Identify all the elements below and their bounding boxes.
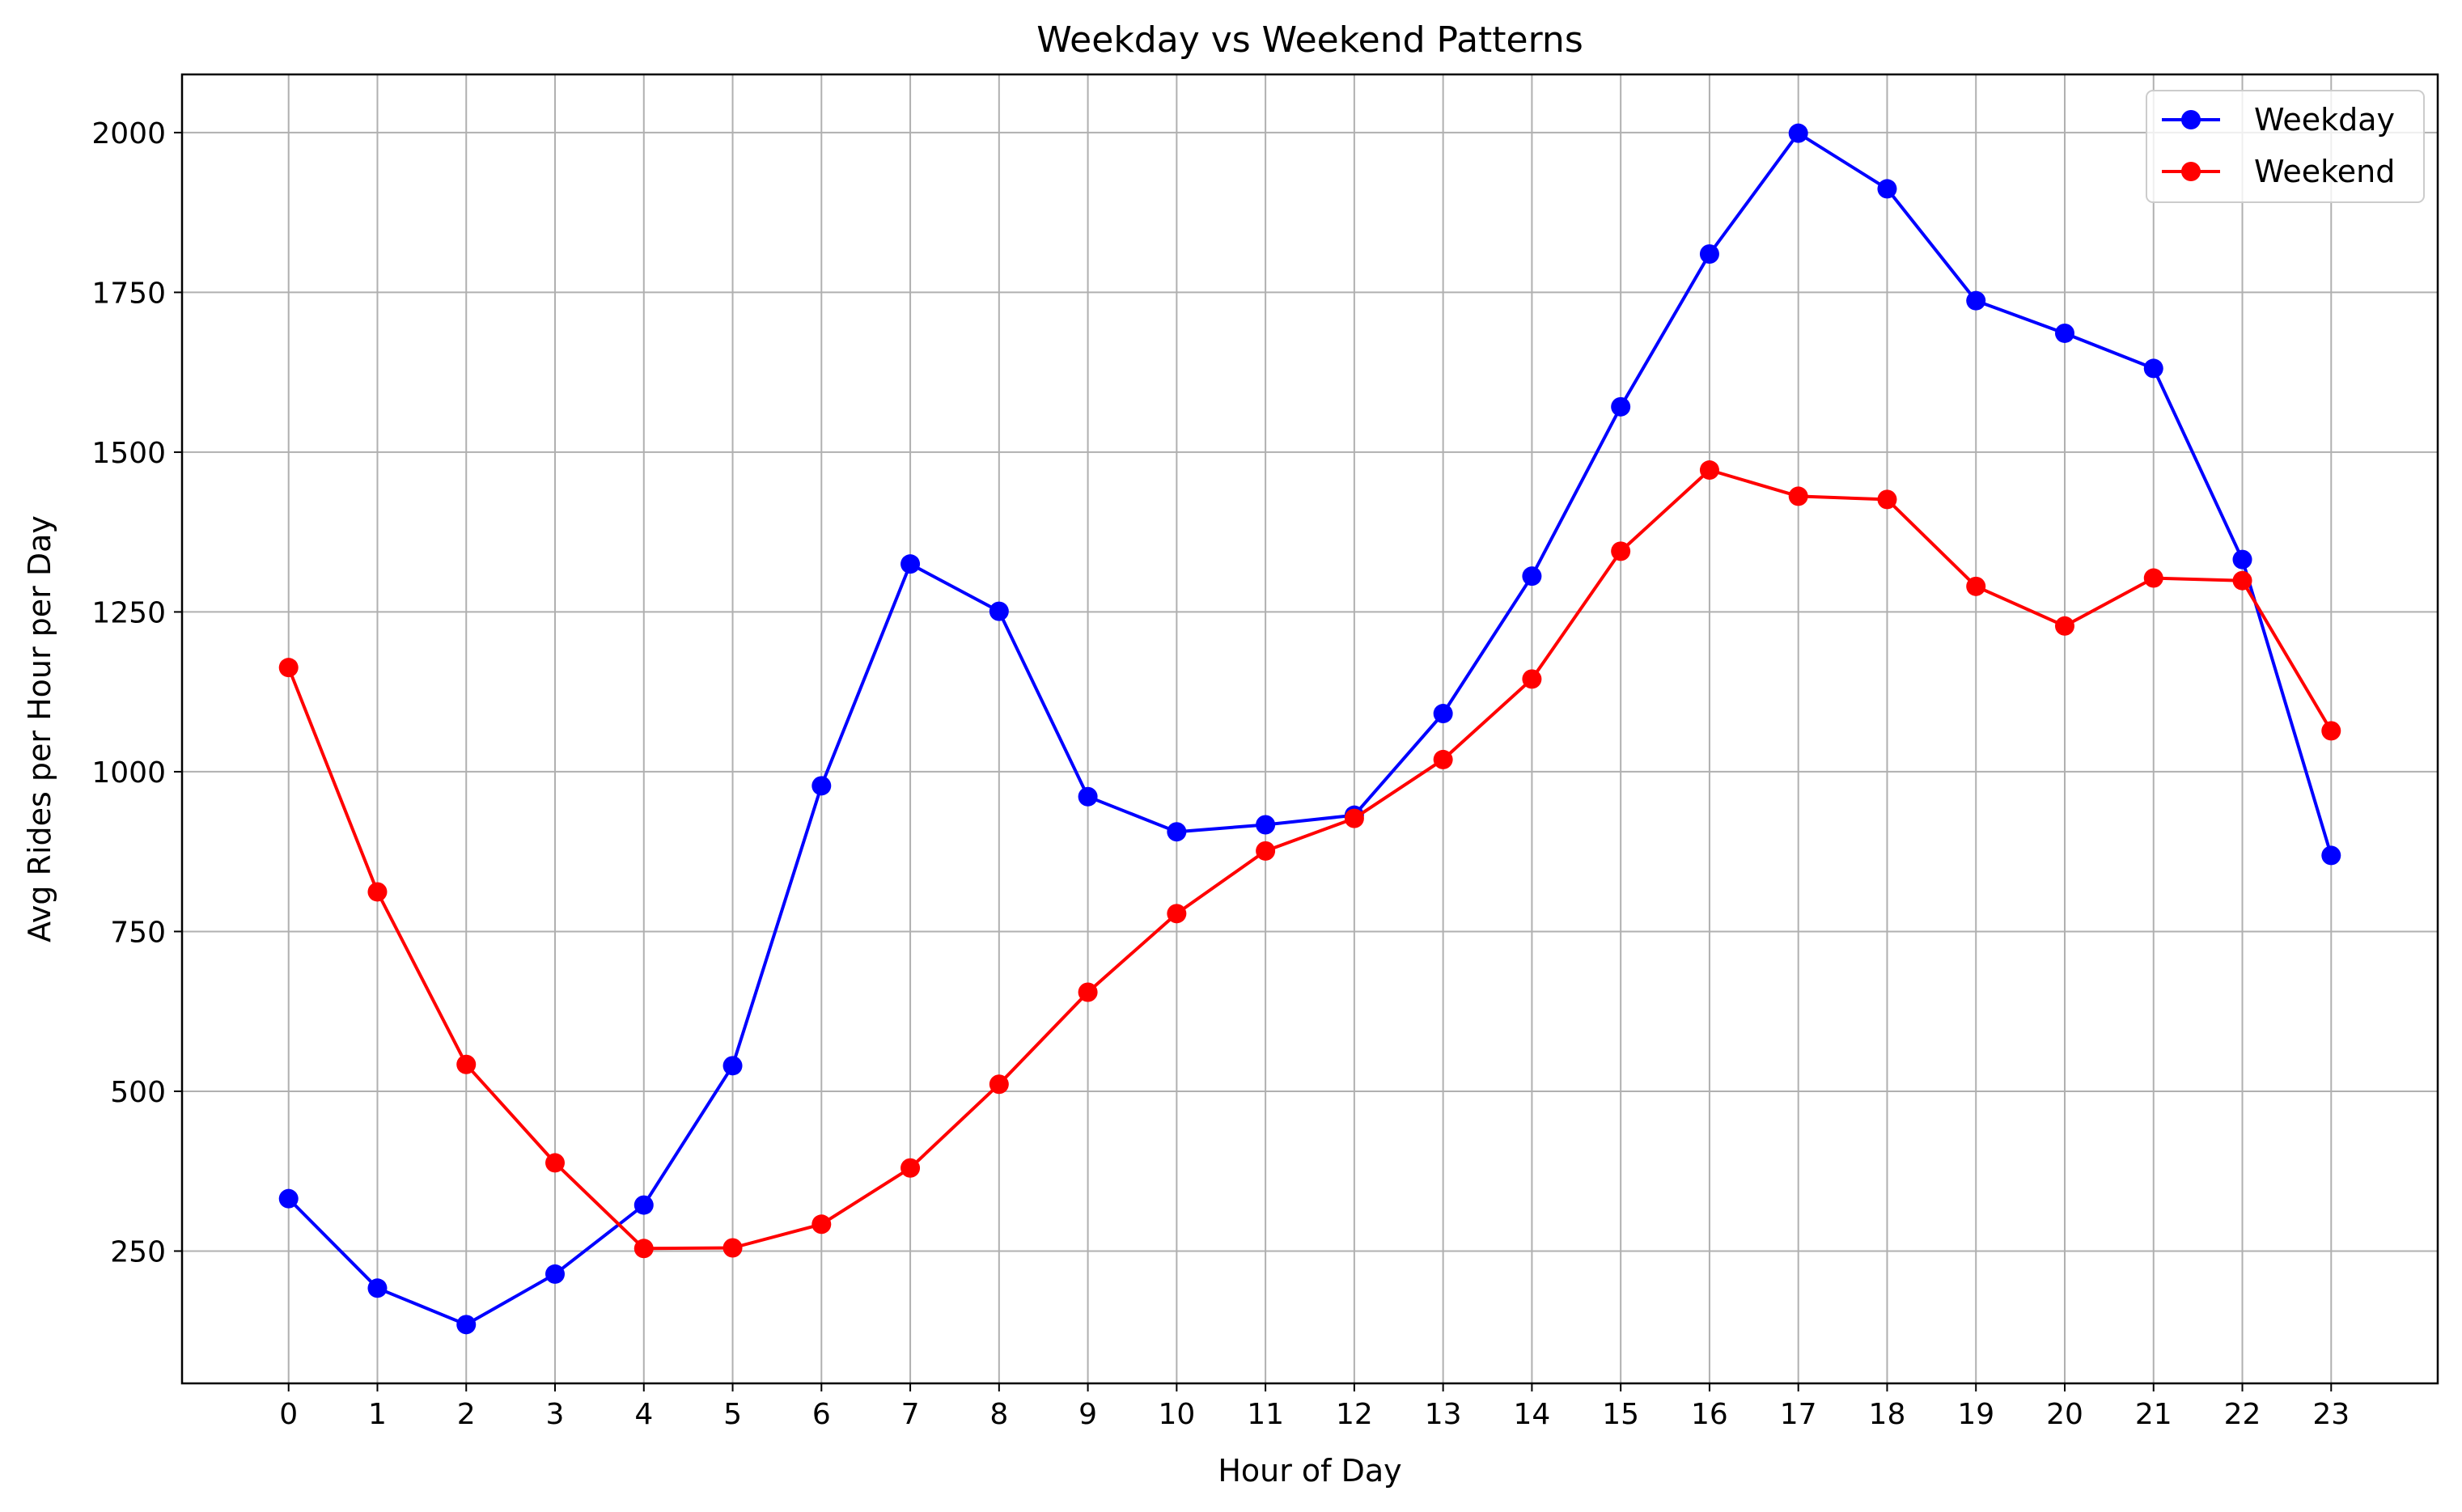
- x-tick-label: 12: [1336, 1398, 1373, 1431]
- data-point-weekend: [1522, 669, 1542, 689]
- x-tick-label: 0: [279, 1398, 298, 1431]
- data-point-weekday: [1877, 179, 1897, 199]
- data-point-weekday: [1699, 244, 1719, 265]
- x-tick-label: 22: [2224, 1398, 2261, 1431]
- data-point-weekend: [900, 1158, 921, 1178]
- x-tick-label: 18: [1869, 1398, 1906, 1431]
- data-point-weekday: [722, 1056, 743, 1076]
- data-point-weekend: [634, 1239, 654, 1259]
- data-point-weekday: [456, 1315, 477, 1335]
- data-point-weekend: [367, 882, 388, 902]
- x-tick-label: 13: [1425, 1398, 1462, 1431]
- data-point-weekend: [278, 658, 299, 678]
- data-point-weekday: [989, 601, 1009, 621]
- y-tick-label: 750: [110, 916, 166, 949]
- data-point-weekday: [1256, 815, 1276, 835]
- data-point-weekday: [1611, 396, 1631, 417]
- data-point-weekday: [811, 776, 832, 796]
- legend-label-weekend: Weekend: [2254, 154, 2395, 189]
- data-point-weekday: [545, 1264, 566, 1284]
- data-point-weekend: [1966, 576, 1986, 596]
- data-point-weekend: [1788, 486, 1808, 506]
- data-point-weekend: [722, 1238, 743, 1258]
- series-line-weekday: [287, 131, 2333, 1327]
- data-point-weekday: [1966, 290, 1986, 311]
- data-point-weekend: [545, 1153, 566, 1173]
- data-point-weekday: [2054, 323, 2074, 343]
- series-line-weekend: [286, 468, 2333, 1251]
- x-tick-label: 15: [1602, 1398, 1639, 1431]
- data-point-weekend: [1611, 541, 1631, 561]
- legend: Weekday Weekend: [2146, 90, 2425, 203]
- x-tick-label: 11: [1247, 1398, 1284, 1431]
- y-tick-label: 2000: [91, 117, 166, 150]
- x-tick-label: 8: [989, 1398, 1008, 1431]
- x-tick-label: 10: [1158, 1398, 1195, 1431]
- x-axis-label: Hour of Day: [1218, 1453, 1401, 1489]
- data-point-weekend: [2054, 616, 2074, 636]
- x-tick-label: 3: [546, 1398, 565, 1431]
- data-point-weekend: [1078, 982, 1098, 1002]
- x-tick-label: 1: [368, 1398, 387, 1431]
- legend-marker-weekday: [2181, 110, 2201, 129]
- data-point-weekday: [2232, 549, 2252, 570]
- y-axis-label: Avg Rides per Hour per Day: [22, 515, 57, 942]
- data-point-weekend: [811, 1214, 832, 1235]
- data-point-weekday: [278, 1188, 299, 1209]
- chart-title: Weekday vs Weekend Patterns: [1036, 19, 1583, 61]
- plot-area-frame: [180, 73, 2439, 1385]
- data-point-weekend: [1344, 808, 1364, 828]
- data-point-weekend: [2321, 721, 2341, 741]
- y-tick-label: 1750: [91, 277, 166, 310]
- data-point-weekday: [634, 1195, 654, 1215]
- y-tick-label: 250: [110, 1235, 166, 1268]
- x-tick-label: 19: [1957, 1398, 1994, 1431]
- x-tick-label: 14: [1514, 1398, 1551, 1431]
- x-tick-label: 16: [1691, 1398, 1728, 1431]
- y-axis: 250 500 750 1000 1250 1500 1750 2000: [91, 117, 182, 1268]
- data-point-weekend: [1877, 489, 1897, 510]
- x-tick-label: 9: [1078, 1398, 1097, 1431]
- data-point-weekday: [1078, 786, 1098, 807]
- data-point-weekend: [2143, 568, 2163, 588]
- y-tick-label: 500: [110, 1076, 166, 1109]
- x-tick-label: 21: [2135, 1398, 2172, 1431]
- y-tick-label: 1500: [91, 437, 166, 470]
- x-tick-label: 17: [1780, 1398, 1817, 1431]
- x-axis: 0 1 2 3 4 5 6 7 8 9 10 11 12 13 14 15 16 17 18 19 20 21 22 23: [279, 1383, 2350, 1431]
- x-tick-label: 2: [457, 1398, 476, 1431]
- x-tick-label: 7: [901, 1398, 920, 1431]
- grid: [182, 74, 2438, 1383]
- data-point-weekend: [456, 1054, 477, 1074]
- data-point-weekday: [1788, 123, 1808, 143]
- series-layer: [278, 123, 2341, 1335]
- x-tick-label: 23: [2312, 1398, 2350, 1431]
- data-point-weekend: [1256, 841, 1276, 861]
- data-point-weekend: [1167, 904, 1187, 924]
- data-point-weekend: [1699, 460, 1719, 481]
- y-tick-label: 1250: [91, 596, 166, 629]
- data-point-weekend: [1433, 749, 1453, 769]
- data-point-weekend: [2232, 570, 2252, 591]
- data-point-weekday: [367, 1278, 388, 1298]
- data-point-weekday: [1433, 704, 1453, 724]
- data-point-weekday: [1522, 566, 1542, 587]
- data-point-weekday: [900, 554, 921, 574]
- legend-label-weekday: Weekday: [2254, 102, 2395, 138]
- y-tick-label: 1000: [91, 756, 166, 790]
- data-point-weekday: [2143, 358, 2163, 379]
- x-tick-label: 6: [812, 1398, 831, 1431]
- data-point-weekend: [989, 1074, 1009, 1095]
- legend-marker-weekend: [2181, 162, 2201, 181]
- x-tick-label: 20: [2046, 1398, 2083, 1431]
- data-point-weekday: [1167, 822, 1187, 842]
- x-tick-label: 5: [723, 1398, 742, 1431]
- data-point-weekday: [2321, 845, 2341, 866]
- x-tick-label: 4: [634, 1398, 653, 1431]
